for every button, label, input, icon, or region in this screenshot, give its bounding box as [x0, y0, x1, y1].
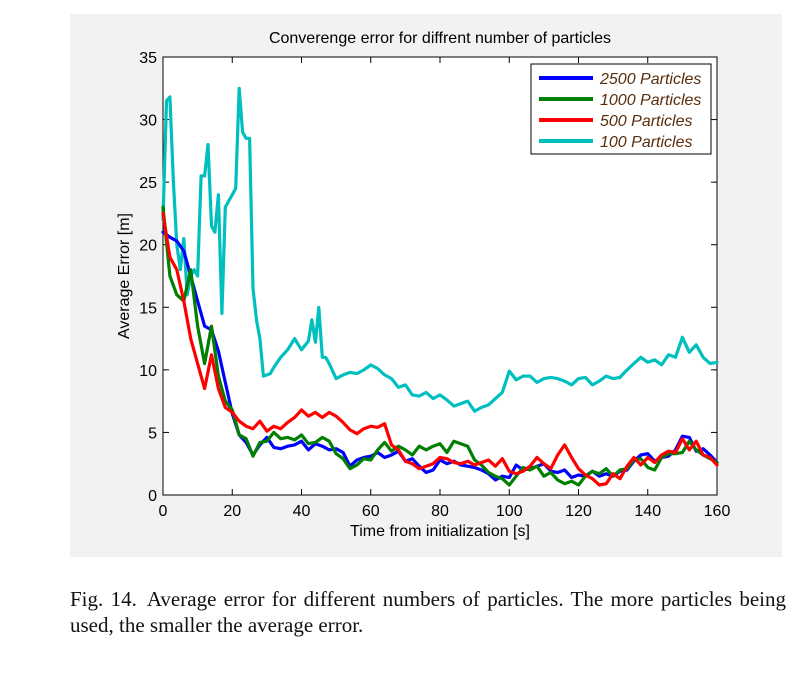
x-tick-label: 160 — [704, 503, 731, 520]
y-tick-label: 15 — [139, 300, 157, 317]
legend-label-2500-particles: 2500 Particles — [599, 71, 701, 88]
legend-label-1000-particles: 1000 Particles — [600, 92, 701, 109]
x-tick-label: 140 — [634, 503, 661, 520]
x-tick-label: 40 — [293, 503, 311, 520]
y-tick-label: 5 — [148, 425, 157, 442]
legend: 2500 Particles 1000 Particles 500 Particle… — [530, 63, 712, 155]
y-tick-label: 30 — [139, 113, 157, 130]
caption-label: Fig. 14. — [70, 587, 137, 611]
legend-label-500-particles: 500 Particles — [600, 113, 693, 130]
caption-text: Average error for different numbers of p… — [70, 587, 786, 637]
series-line-500-particles — [161, 211, 719, 487]
x-tick-label: 0 — [159, 503, 168, 520]
y-tick-label: 25 — [139, 175, 157, 192]
axis-ticks: 0 20 40 60 80 100 120 140 160 0 5 10 15 20 25 30 35 — [139, 50, 730, 520]
y-tick-label: 35 — [139, 50, 157, 67]
x-tick-label: 80 — [431, 503, 449, 520]
x-tick-label: 20 — [223, 503, 241, 520]
x-axis-label: Time from initialization [s] — [350, 523, 530, 540]
x-tick-label: 60 — [362, 503, 380, 520]
chart-title: Converenge error for diffrent number of … — [269, 30, 611, 47]
series-layer — [161, 86, 719, 487]
figure-caption: Fig. 14. Average error for different numb… — [70, 586, 786, 638]
y-tick-label: 10 — [139, 363, 157, 380]
y-tick-label: 20 — [139, 238, 157, 255]
x-tick-label: 100 — [496, 503, 523, 520]
series-line-100-particles — [161, 86, 719, 413]
line-chart: Converenge error for diffrent number of … — [116, 30, 730, 540]
y-axis-label: Average Error [m] — [116, 213, 133, 339]
x-tick-label: 120 — [565, 503, 592, 520]
legend-label-100-particles: 100 Particles — [600, 134, 693, 151]
y-tick-label: 0 — [148, 488, 157, 505]
